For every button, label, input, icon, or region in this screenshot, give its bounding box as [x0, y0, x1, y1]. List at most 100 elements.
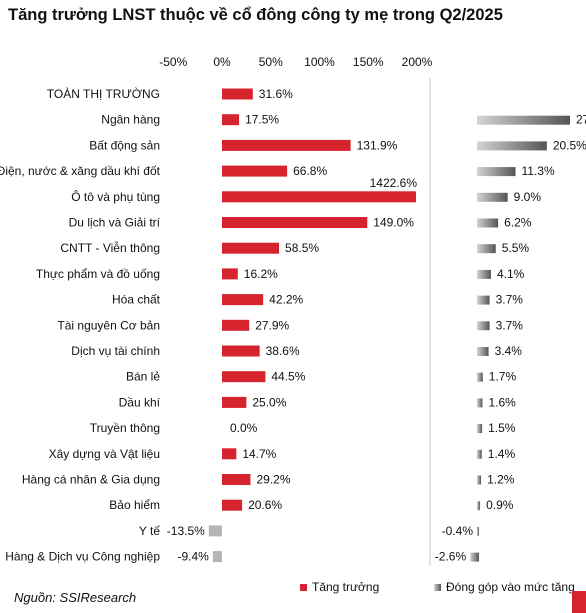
growth-data-label: 16.2%	[244, 267, 278, 281]
contribution-data-label: 5.5%	[502, 241, 530, 255]
category-label: Bảo hiểm	[109, 498, 160, 512]
category-label: Ngân hàng	[101, 113, 160, 127]
contribution-data-label: -0.4%	[442, 524, 474, 538]
contribution-bar	[477, 347, 489, 356]
growth-bar	[222, 165, 288, 177]
category-label: Dịch vụ tài chính	[71, 344, 160, 358]
growth-bar	[222, 474, 251, 485]
growth-data-label: 31.6%	[259, 87, 293, 101]
contribution-data-label: 1.6%	[488, 395, 516, 409]
contribution-data-label: 27.3%	[576, 113, 586, 127]
growth-bar	[222, 319, 250, 331]
contribution-bar	[477, 167, 516, 177]
category-label: Bán lẻ	[126, 370, 160, 384]
growth-data-label: 0.0%	[230, 421, 258, 435]
growth-bar	[222, 217, 368, 228]
growth-data-label: 25.0%	[252, 395, 286, 409]
growth-bar	[222, 191, 416, 203]
growth-data-label: 29.2%	[256, 473, 290, 487]
category-label: Thực phẩm và đồ uống	[36, 267, 160, 281]
growth-bar	[222, 345, 260, 357]
contribution-bar	[477, 424, 483, 434]
growth-data-label: 66.8%	[293, 164, 327, 178]
category-label: Hàng cá nhân & Gia dụng	[22, 473, 160, 487]
legend-swatch-growth	[300, 583, 307, 591]
growth-data-label: 42.2%	[269, 293, 303, 307]
contribution-bar	[477, 449, 482, 459]
category-label: Bất động sản	[89, 138, 160, 152]
legend-item-contribution: Đóng góp vào mức tăng	[434, 580, 575, 594]
contribution-bar	[477, 115, 570, 125]
category-label: TOÀN THỊ TRƯỜNG	[47, 86, 160, 101]
growth-bar	[222, 371, 266, 383]
category-label: Du lịch và Giải trí	[69, 216, 161, 230]
contribution-bar	[477, 192, 508, 202]
contribution-bar	[477, 295, 490, 305]
contribution-data-label: 4.1%	[497, 267, 525, 281]
contribution-data-label: 9.0%	[514, 190, 542, 204]
legend-label-contribution: Đóng góp vào mức tăng	[446, 580, 575, 594]
contribution-data-label: 6.2%	[504, 216, 532, 230]
contribution-data-label: 3.4%	[495, 344, 523, 358]
contribution-data-label: 11.3%	[521, 164, 554, 178]
growth-bar	[222, 448, 237, 460]
growth-bar	[222, 396, 247, 408]
contribution-bar	[477, 526, 479, 536]
growth-data-label: 38.6%	[266, 344, 300, 358]
growth-bar	[222, 88, 253, 100]
growth-data-label: 14.7%	[242, 447, 276, 461]
contribution-data-label: 1.7%	[489, 370, 517, 384]
contribution-bar	[477, 398, 483, 408]
growth-bar	[222, 242, 280, 254]
growth-data-label: 17.5%	[245, 113, 279, 127]
category-label: Điện, nước & xăng dầu khí đốt	[0, 164, 161, 178]
contribution-data-label: 20.5%	[553, 138, 586, 152]
growth-data-label: 131.9%	[357, 138, 398, 152]
growth-data-label: 149.0%	[373, 216, 414, 230]
contribution-data-label: -2.6%	[435, 550, 467, 564]
chart-title: Tăng trưởng LNST thuộc về cổ đông công t…	[8, 6, 503, 24]
corner-decoration	[572, 591, 586, 613]
category-label: Tài nguyên Cơ bản	[57, 318, 160, 332]
growth-bar	[212, 551, 222, 563]
legend-label-growth: Tăng trưởng	[312, 580, 380, 594]
growth-bar	[222, 139, 351, 151]
contribution-bar	[470, 552, 479, 562]
contribution-data-label: 1.4%	[488, 447, 516, 461]
contribution-bar	[477, 501, 481, 511]
growth-data-label: 27.9%	[255, 318, 289, 332]
contribution-bar	[477, 141, 547, 151]
legend-swatch-contribution	[434, 583, 441, 591]
category-label: CNTT - Viễn thông	[60, 240, 160, 255]
growth-data-label: 1422.6%	[370, 176, 418, 190]
contribution-data-label: 1.2%	[487, 473, 515, 487]
category-label: Dầu khí	[119, 395, 161, 409]
contribution-data-label: 3.7%	[496, 318, 524, 332]
category-label: Xây dựng và Vật liệu	[49, 447, 160, 461]
contribution-data-label: 0.9%	[486, 498, 514, 512]
contribution-data-label: 3.7%	[496, 293, 524, 307]
x-tick-label: 150%	[353, 55, 384, 69]
contribution-bar	[477, 372, 483, 382]
contribution-bar	[477, 321, 490, 331]
legend-item-growth: Tăng trưởng	[300, 580, 379, 594]
x-tick-label: 100%	[304, 55, 335, 69]
x-tick-label: 0%	[213, 55, 231, 69]
growth-data-label: 44.5%	[271, 370, 305, 384]
x-tick-label: 50%	[259, 55, 283, 69]
x-tick-label: -50%	[159, 55, 187, 69]
growth-data-label: 20.6%	[248, 498, 282, 512]
category-label: Hóa chất	[112, 293, 161, 307]
x-tick-label: 200%	[402, 55, 433, 69]
category-label: Hàng & Dịch vụ Công nghiệp	[5, 550, 160, 564]
category-label: Y tế	[139, 524, 160, 538]
growth-bar	[222, 294, 264, 306]
source-note: Nguồn: SSIResearch	[14, 590, 137, 605]
contribution-bar	[477, 475, 482, 485]
growth-bar	[222, 268, 238, 280]
contribution-bar	[477, 244, 496, 254]
growth-data-label: -13.5%	[167, 524, 205, 538]
contribution-data-label: 1.5%	[488, 421, 516, 435]
growth-bar	[222, 114, 240, 126]
